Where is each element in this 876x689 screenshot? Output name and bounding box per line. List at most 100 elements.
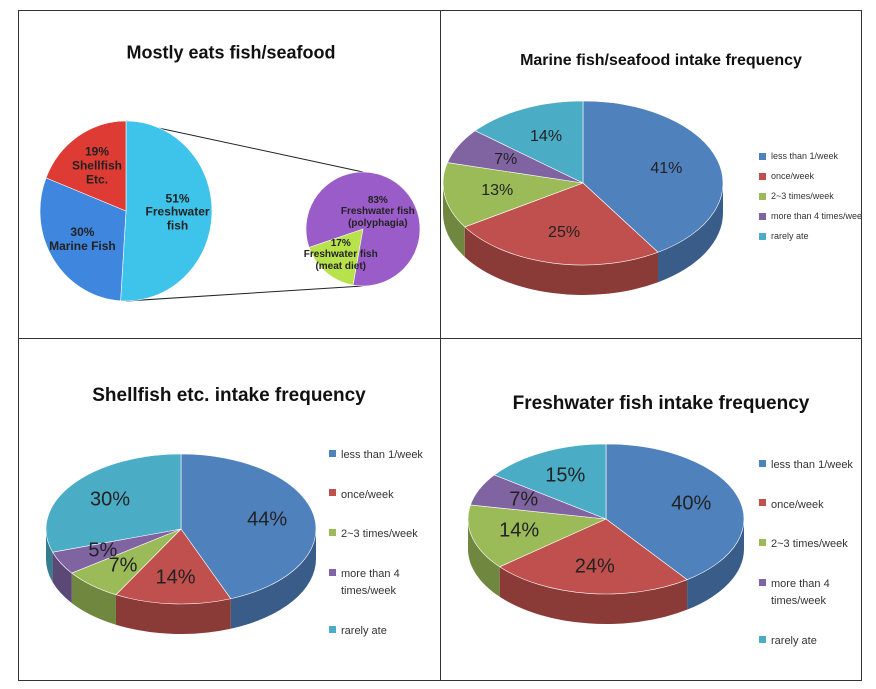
legend-item: 2~3 times/week: [759, 536, 861, 554]
legend: less than 1/week once/week 2~3 times/week m…: [329, 447, 440, 641]
legend-swatch: [759, 499, 766, 507]
slice-label: 14%: [499, 520, 539, 543]
legend-swatch: [759, 538, 766, 546]
chart: [45, 453, 317, 634]
legend-item: more than 4 times/week: [759, 211, 862, 221]
chart: [39, 120, 421, 302]
legend-item: 2~3 times/week: [329, 526, 440, 544]
legend-swatch: [329, 489, 336, 497]
value-label: 19%: [84, 144, 109, 159]
legend: less than 1/week once/week 2~3 times/week m…: [759, 457, 861, 651]
slice-side: [658, 183, 723, 283]
legend-label: 2~3 times/week: [341, 528, 418, 541]
legend-swatch: [329, 528, 336, 536]
value-label: 14%: [155, 566, 196, 589]
legend-swatch: [759, 213, 766, 221]
value-label: 40%: [671, 492, 712, 515]
value-label: 15%: [545, 464, 586, 487]
value-label: 7%: [108, 554, 138, 577]
slice-label: 83% Freshwater fish (polyphagia): [337, 194, 419, 229]
connector-line: [125, 120, 364, 173]
pie-slice: [39, 177, 127, 302]
slice-label: 44%: [247, 508, 287, 531]
legend-item: less than 1/week: [759, 151, 861, 161]
chart: [467, 443, 745, 624]
pie-slice: [464, 182, 659, 266]
legend-item: once/week: [329, 487, 440, 505]
legend-label: rarely ate: [771, 231, 809, 241]
legend-swatch: [329, 449, 336, 457]
pie-slice: [180, 453, 317, 600]
legend-item: less than 1/week: [759, 457, 861, 475]
legend-label: rarely ate: [341, 624, 387, 637]
legend-item: 2~3 times/week: [759, 191, 861, 201]
legend-item: more than 4 times/week: [759, 576, 861, 611]
value-label: 14%: [499, 519, 540, 542]
slice-side: [687, 519, 744, 610]
pie-slice: [467, 504, 608, 568]
legend-swatch: [759, 459, 766, 467]
value-label: 30%: [70, 225, 95, 240]
slice-side: [115, 594, 231, 634]
chart: [442, 100, 724, 295]
slice-label: 25%: [548, 223, 580, 241]
slice-side: [230, 529, 316, 629]
pie-slice: [582, 100, 724, 253]
slice-side: [468, 519, 500, 597]
value-label: 5%: [88, 539, 118, 562]
chart-panel: Mostly eats fish/seafood 51% Freshwater fi…: [18, 10, 441, 339]
slice-label: 40%: [671, 492, 711, 515]
legend-swatch: [329, 568, 336, 576]
chart-title: Shellfish etc. intake frequency: [92, 385, 366, 406]
legend-label: 2~3 times/week: [771, 538, 848, 551]
slice-side: [499, 566, 688, 624]
pie-slice: [499, 518, 688, 595]
value-label: 7%: [509, 488, 539, 511]
value-label: 44%: [247, 508, 288, 531]
slice-label: 14%: [530, 128, 562, 146]
value-label: 24%: [574, 555, 615, 578]
legend-label: once/week: [771, 171, 815, 181]
slice-label: 13%: [481, 182, 513, 200]
slice-label: 41%: [650, 160, 682, 178]
value-label: 51%: [165, 190, 190, 205]
pie-slice: [45, 120, 127, 212]
slice-label: 19% Shellfish Etc.: [62, 144, 132, 187]
legend-item: once/week: [759, 497, 861, 515]
legend-label: more than 4 times/week: [771, 211, 862, 221]
slice-label: 24%: [575, 556, 615, 579]
category-label: Freshwater fish: [145, 204, 210, 233]
legend-item: more than 4 times/week: [329, 566, 440, 601]
legend-label: more than 4 times/week: [341, 567, 400, 598]
legend-label: once/week: [771, 498, 824, 511]
slice-label: 7%: [494, 151, 517, 169]
pie-slice: [474, 100, 584, 184]
value-label: 17%: [330, 237, 351, 249]
slice-side: [46, 529, 53, 583]
chart-panel: Marine fish/seafood intake frequency 41% 2…: [440, 10, 862, 339]
pie-slice: [120, 120, 213, 302]
connector-line: [125, 285, 364, 302]
legend-item: once/week: [759, 171, 861, 181]
pie-slice: [45, 453, 182, 553]
legend-label: less than 1/week: [771, 151, 839, 161]
chart-panel: Freshwater fish intake frequency 40% 24% 14…: [440, 338, 862, 681]
slice-label: 14%: [155, 566, 195, 589]
category-label: Freshwater fish (meat diet): [303, 249, 378, 272]
value-label: 25%: [548, 223, 581, 241]
legend-swatch: [759, 173, 766, 181]
slice-side: [52, 552, 72, 604]
slice-label: 51% Freshwater fish: [143, 190, 213, 233]
legend-swatch: [329, 625, 336, 633]
legend-label: once/week: [341, 488, 394, 501]
legend-item: less than 1/week: [329, 447, 440, 465]
pie-slice: [605, 443, 745, 581]
value-label: 30%: [89, 488, 131, 511]
value-label: 41%: [650, 159, 683, 177]
slice-label: 17% Freshwater fish (meat diet): [300, 238, 382, 273]
slice-side: [464, 226, 659, 295]
category-label: Freshwater fish (polyphagia): [340, 205, 415, 229]
legend-item: rarely ate: [759, 231, 861, 241]
value-label: 13%: [481, 181, 514, 199]
